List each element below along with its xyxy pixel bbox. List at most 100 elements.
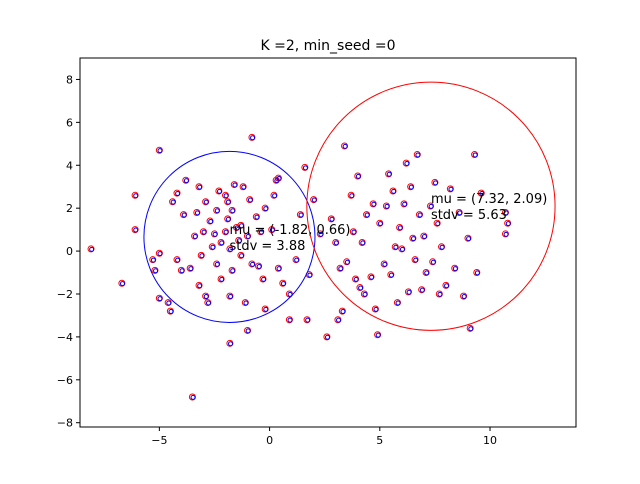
y-tick-label: 6 [66, 116, 73, 129]
data-point-inner [399, 246, 405, 252]
data-point-inner [225, 199, 231, 205]
data-point-inner [362, 291, 368, 297]
data-point-inner [208, 218, 214, 224]
data-point-inner [329, 216, 335, 222]
data-point-inner [333, 240, 339, 246]
data-point-inner [384, 203, 390, 209]
data-point-inner [415, 152, 421, 158]
cluster-stdv-label-1: stdv = 3.88 [229, 239, 305, 254]
data-point-inner [340, 309, 346, 315]
data-point-inner [397, 225, 403, 231]
data-point-inner [256, 263, 262, 269]
data-point-inner [413, 257, 419, 263]
cluster-circle-1 [143, 150, 316, 323]
y-tick-label: −8 [57, 417, 73, 430]
data-point-inner [214, 261, 220, 267]
data-point-inner [324, 334, 330, 340]
data-point-inner [435, 221, 441, 227]
data-point-inner [388, 272, 394, 278]
data-point-inner [219, 240, 225, 246]
data-point-inner [228, 246, 234, 252]
data-point-inner [461, 294, 467, 300]
data-point-inner [194, 210, 200, 216]
y-tick-label: −6 [57, 374, 73, 387]
axes: −5 0 5 10 −8 −6 −4 −2 0 2 4 6 8 [57, 57, 577, 447]
data-point-inner [358, 285, 364, 291]
y-tick-label: 2 [66, 202, 73, 215]
data-point-inner [419, 287, 425, 293]
data-point-inner [205, 300, 211, 306]
data-point-inner [294, 257, 300, 263]
x-tick-label: 10 [483, 434, 497, 447]
data-point-inner [391, 188, 397, 194]
cluster-mu-label-1: mu = (-1.82, 0.66) [229, 223, 350, 238]
data-point-inner [157, 251, 163, 257]
data-point-inner [245, 328, 251, 334]
data-point-inner [355, 173, 361, 179]
data-point-inner [505, 221, 511, 227]
data-point-inner [190, 394, 196, 400]
data-point-inner [223, 193, 229, 199]
data-point-inner [276, 176, 282, 182]
data-point-inner [245, 233, 251, 239]
data-point-inner [364, 212, 370, 218]
data-point-inner [250, 261, 256, 267]
y-tick-label: 0 [66, 245, 73, 258]
data-point-inner [503, 231, 509, 237]
data-point-inner [179, 268, 185, 274]
data-point-inner [228, 341, 234, 347]
data-point-inner [175, 191, 181, 197]
data-point-inner [382, 261, 388, 267]
data-point-inner [214, 208, 220, 214]
data-point-inner [212, 231, 218, 237]
data-point-inner [298, 212, 304, 218]
data-point-inner [241, 184, 247, 190]
data-point-inner [424, 270, 430, 276]
data-point-inner [133, 227, 139, 233]
data-point-inner [280, 281, 286, 287]
data-point-inner [157, 296, 163, 302]
x-tick-label: 5 [376, 434, 383, 447]
data-point-inner [375, 332, 381, 338]
data-point-inner [250, 135, 256, 141]
data-point-inner [369, 274, 375, 280]
y-tick-label: 4 [66, 159, 73, 172]
data-point-inner [472, 152, 478, 158]
plot-contents [87, 81, 556, 401]
data-point-inner [216, 188, 222, 194]
axes-frame [79, 57, 577, 428]
data-point-inner [263, 306, 269, 312]
data-point-inner [219, 276, 225, 282]
data-point-inner [287, 291, 293, 297]
data-point-inner [305, 317, 311, 323]
data-point-inner [371, 201, 377, 207]
data-point-inner [468, 326, 474, 332]
x-tick-label: 0 [266, 434, 273, 447]
data-point-inner [353, 276, 359, 282]
cluster-mu-label-2: mu = (7.32, 2.09) [431, 192, 547, 207]
data-point-inner [433, 180, 439, 186]
data-point-inner [192, 233, 198, 239]
data-point-inner [408, 184, 414, 190]
data-point-inner [230, 208, 236, 214]
data-point-inner [439, 244, 445, 250]
data-point-inner [232, 182, 238, 188]
data-point-inner [307, 272, 313, 278]
data-point-inner [444, 283, 450, 289]
chart-title: K =2, min_seed =0 [260, 38, 395, 54]
data-point-inner [263, 206, 269, 212]
data-point-inner [210, 244, 216, 250]
data-point-inner [338, 266, 344, 272]
data-point-inner [201, 229, 207, 235]
data-point-inner [457, 210, 463, 216]
data-point-inner [428, 203, 434, 209]
data-point-inner [247, 197, 253, 203]
data-point-inner [239, 223, 245, 229]
data-point-inner [318, 231, 324, 237]
data-point-inner [183, 178, 189, 184]
data-point-inner [276, 266, 282, 272]
data-point-inner [373, 306, 379, 312]
data-point-inner [197, 283, 203, 289]
